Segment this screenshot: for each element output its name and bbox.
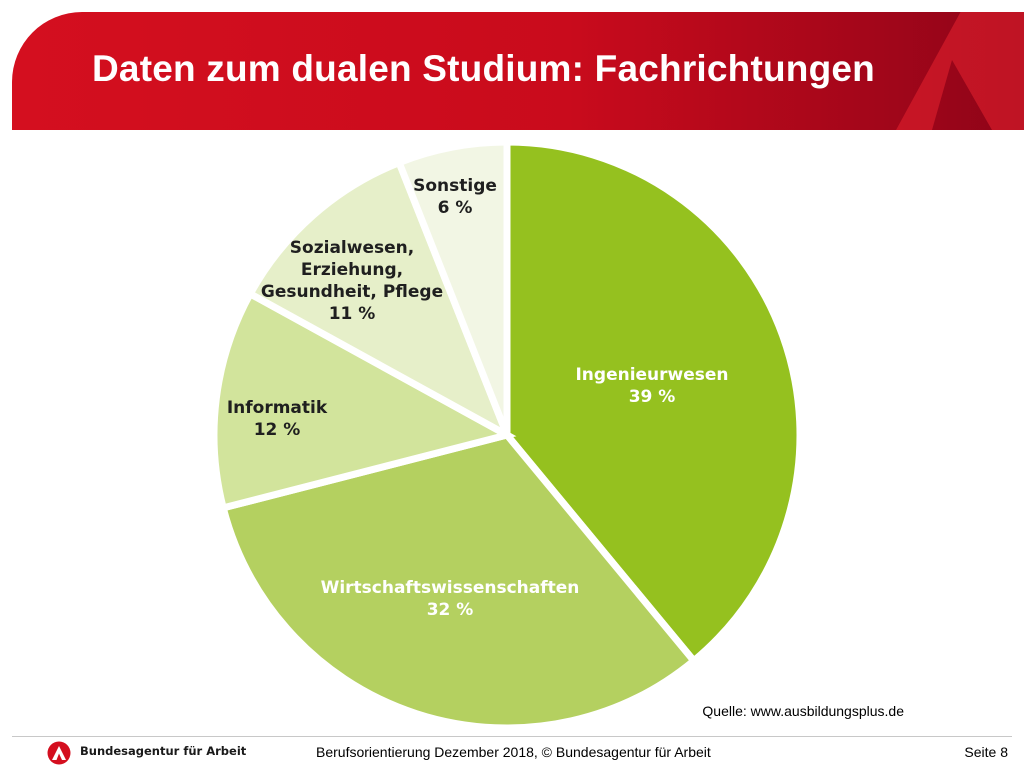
pie-value-label: 11 % [329,304,376,324]
pie-value-label: 12 % [254,420,301,440]
pie-category-label: Sozialwesen, [290,238,414,258]
pie-category-label: Sonstige [413,176,497,196]
bundesagentur-logo-icon [47,741,71,765]
pie-value-label: 39 % [629,387,676,407]
page-title: Daten zum dualen Studium: Fachrichtungen [92,48,875,89]
footer-org-name: Bundesagentur für Arbeit [80,744,247,758]
brand-logo-watermark [896,12,1024,130]
footer-divider [12,736,1012,737]
pie-category-label: Ingenieurwesen [575,365,728,385]
pie-slice-sozialwesen [245,158,514,443]
pie-label-sozialwesen: Sozialwesen, Erziehung, Gesundheit, Pflege… [261,238,443,324]
footer-text: Berufsorientierung Dezember 2018, © Bund… [316,744,711,760]
pie-value-label: 32 % [427,600,474,620]
pie-slice-ingenieurwesen [503,138,804,666]
header-band: Daten zum dualen Studium: Fachrichtungen [12,12,1024,130]
pie-label-ingenieurwesen: Ingenieurwesen 39 % [575,365,728,407]
pie-category-label: Informatik [227,398,328,418]
pie-label-wirtschaftswissenschaften: Wirtschaftswissenschaften 32 % [321,578,580,620]
page-number: Seite 8 [964,744,1008,760]
pie-slice-informatik [210,289,517,513]
pie-label-informatik: Informatik 12 % [227,398,328,440]
pie-category-label: Gesundheit, Pflege [261,282,443,302]
source-note: Quelle: www.ausbildungsplus.de [702,703,904,719]
pie-value-label: 6 % [438,198,473,218]
pie-category-label: Erziehung, [301,260,403,280]
pie-slices [210,138,804,732]
pie-labels: Ingenieurwesen 39 % Wirtschaftswissenschaf… [227,176,729,620]
pie-label-sonstige: Sonstige 6 % [413,176,497,218]
pie-slice-sonstige [394,138,511,437]
pie-slice-wirtschaftswissenschaften [218,431,699,732]
pie-category-label: Wirtschaftswissenschaften [321,578,580,598]
